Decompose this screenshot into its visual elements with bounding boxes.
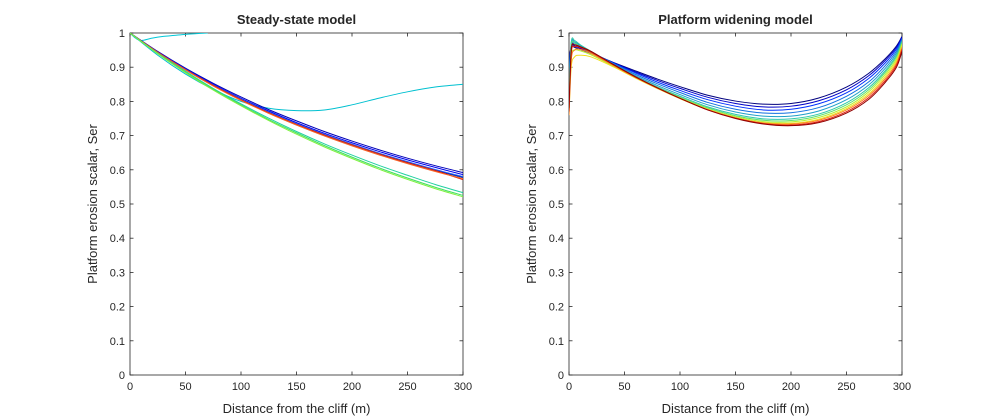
steady-state-title: Steady-state model: [237, 12, 356, 27]
steady-state-series-line-2: [130, 33, 463, 112]
x-tick-label: 250: [398, 381, 416, 393]
y-tick-label: 0.8: [110, 96, 125, 108]
y-tick-label: 0.4: [110, 233, 125, 245]
platform-widening-series-line-12: [569, 43, 902, 127]
platform-widening-series-line-6: [569, 37, 902, 120]
platform-widening-panel: 0 50 100 150 200 250 300 0 0.1 0.2 0.3 0.4 0.5 0.6 0.7…: [524, 12, 911, 416]
y-tick-label: 1: [558, 28, 564, 40]
steady-state-series-line-4: [130, 33, 463, 174]
steady-state-series-line-10: [130, 33, 463, 194]
y-tick-label: 0.7: [549, 131, 564, 143]
x-tick-label: 250: [837, 381, 855, 393]
x-tick-label: 50: [618, 381, 630, 393]
y-tick-label: 0.7: [110, 131, 125, 143]
x-tick-label: 300: [454, 381, 472, 393]
y-tick-label: 0.1: [549, 336, 564, 348]
x-tick-label: 100: [232, 381, 250, 393]
y-tick-label: 0.9: [549, 62, 564, 74]
x-tick-label: 150: [726, 381, 744, 393]
y-tick-label: 0.3: [110, 267, 125, 279]
steady-state-series-line-11: [130, 33, 463, 196]
steady-state-panel: 0 50 100 150 200 250 300 0 0.1 0.2 0.3 0.4 0.5 0.6 0.7…: [85, 12, 472, 416]
x-tick-label: 150: [287, 381, 305, 393]
y-tick-label: 0.5: [110, 199, 125, 211]
steady-state-axes: [129, 32, 464, 376]
y-tick-label: 0.4: [549, 233, 564, 245]
x-tick-label: 50: [179, 381, 191, 393]
y-tick-label: 0.6: [549, 165, 564, 177]
platform-widening-lines: [569, 36, 902, 127]
steady-state-y-axis-label: Platform erosion scalar, Ser: [85, 123, 100, 283]
platform-widening-series-line-5: [569, 38, 902, 118]
platform-widening-series-line-2: [569, 36, 902, 108]
x-tick-label: 200: [343, 381, 361, 393]
x-tick-label: 100: [671, 381, 689, 393]
y-tick-label: 0.8: [549, 96, 564, 108]
x-tick-label: 0: [566, 381, 572, 393]
y-tick-label: 0.3: [549, 267, 564, 279]
x-tick-label: 300: [893, 381, 911, 393]
steady-state-series-line-12: [130, 33, 463, 198]
steady-state-lines: [130, 33, 463, 198]
y-tick-label: 0.6: [110, 165, 125, 177]
platform-widening-y-axis-label: Platform erosion scalar, Ser: [524, 123, 539, 283]
y-tick-label: 0: [558, 370, 564, 382]
platform-widening-series-line-8: [569, 43, 902, 123]
steady-state-series-line-9: [130, 33, 463, 180]
x-tick-label: 200: [782, 381, 800, 393]
platform-widening-x-axis-label: Distance from the cliff (m): [662, 401, 810, 416]
steady-state-ticks: 0 50 100 150 200 250 300 0 0.1 0.2 0.3 0.4 0.5 0.6 0.7…: [110, 28, 472, 393]
x-tick-label: 0: [127, 381, 133, 393]
y-tick-label: 0.5: [549, 199, 564, 211]
y-tick-label: 0: [119, 370, 125, 382]
platform-widening-title: Platform widening model: [658, 12, 813, 27]
y-tick-label: 1: [119, 28, 125, 40]
y-tick-label: 0.2: [549, 302, 564, 314]
steady-state-x-axis-label: Distance from the cliff (m): [223, 401, 371, 416]
y-tick-label: 0.1: [110, 336, 125, 348]
y-tick-label: 0.9: [110, 62, 125, 74]
y-tick-label: 0.2: [110, 302, 125, 314]
